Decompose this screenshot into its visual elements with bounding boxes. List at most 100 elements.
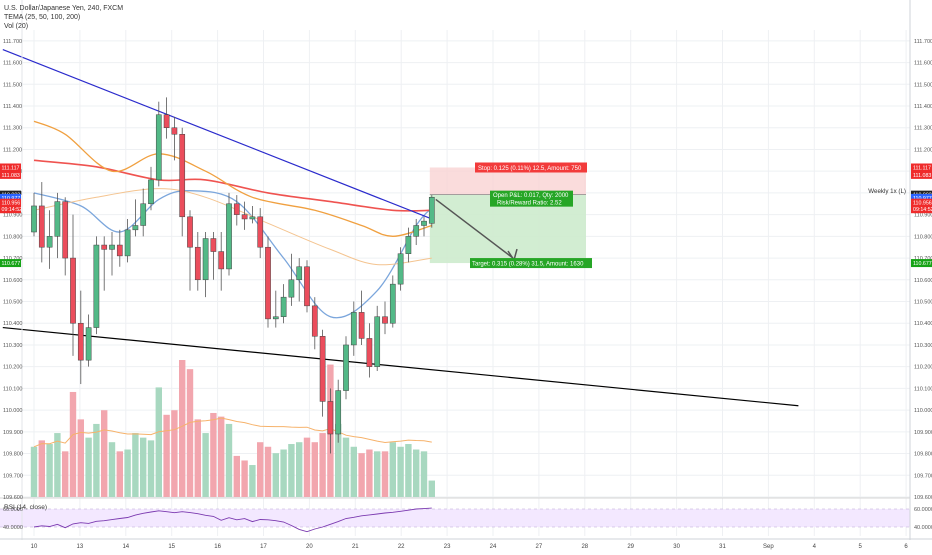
time-tick: 31 [719, 544, 726, 550]
left-price-tick: 111.200 [3, 147, 22, 153]
volume-bar [280, 449, 287, 497]
time-tick: 16 [214, 544, 221, 550]
price-tag-left-text: 09:14:52 [2, 207, 23, 213]
volume-bar [155, 387, 162, 497]
rsi-line [33, 507, 432, 533]
candle-body [389, 283, 396, 324]
time-tick: 4 [813, 544, 817, 550]
left-price-tick: 111.500 [3, 82, 22, 88]
right-price-tick: 110.100 [914, 386, 932, 392]
volume-bar [389, 442, 396, 497]
trendlines[interactable] [2, 48, 799, 407]
time-tick: 15 [168, 544, 175, 550]
candles[interactable] [31, 97, 435, 454]
volume-bar [46, 444, 53, 497]
candle-body [272, 316, 279, 320]
right-price-tick: 109.700 [914, 473, 932, 479]
indicator-tema-label: TEMA (25, 50, 100, 200) [4, 14, 81, 21]
candle-body [319, 336, 326, 402]
volume-bar [241, 460, 248, 497]
left-price-tick: 111.700 [3, 39, 22, 45]
left-price-tick: 110.100 [3, 386, 22, 392]
candle-body [31, 205, 37, 233]
volume-bar [54, 433, 61, 497]
volume-bar [85, 437, 92, 497]
candle-body [343, 344, 349, 391]
left-price-tick: 110.400 [3, 321, 22, 327]
candle-body [187, 216, 193, 248]
right-price-tick: 111.700 [914, 39, 932, 45]
indicator-vol-label: Vol (20) [4, 23, 29, 30]
right-price-tick: 110.300 [914, 343, 932, 349]
right-price-tick: 110.400 [914, 321, 932, 327]
volume-bar [124, 449, 131, 497]
candle-body [85, 327, 92, 361]
price-tag-left-text: 111.083 [2, 173, 20, 179]
left-price-tick: 111.300 [3, 126, 22, 132]
volume-bar [257, 442, 264, 497]
right-rsi-tick: 60.0000 [914, 507, 932, 513]
volume-bar [288, 444, 295, 497]
right-price-tick: 109.900 [914, 430, 932, 436]
price-tag-left [0, 193, 21, 202]
candle-body [327, 401, 334, 435]
candle-body [93, 244, 100, 328]
left-price-tick: 109.900 [3, 430, 23, 436]
candle-body [226, 203, 232, 270]
volume-bar [272, 453, 279, 497]
time-tick: 14 [122, 544, 129, 550]
candle-body [280, 296, 287, 317]
volume-ma-line [33, 417, 432, 448]
candle-body [241, 214, 248, 220]
candle-body [382, 316, 388, 324]
volume-bar [264, 446, 272, 497]
price-tag-left [0, 163, 21, 172]
candle-body [358, 312, 365, 339]
candle-body [350, 312, 357, 346]
candle-body [421, 220, 427, 226]
stop-label: Stop: 0.125 (0.11%) 12.5, Amount: 750 [478, 166, 582, 172]
chart-title: U.S. Dollar/Japanese Yen, 240, FXCM [4, 5, 124, 12]
volume-bar [30, 446, 38, 497]
volume-bar [335, 423, 342, 497]
volume-bar [140, 437, 147, 497]
position-tool[interactable] [429, 167, 586, 264]
candle-body [54, 201, 61, 237]
volume-bar [171, 410, 178, 497]
candle-body [210, 238, 217, 252]
projection-arrow [435, 198, 514, 259]
time-tick: 28 [581, 544, 588, 550]
open-pnl-label: Open P&L: 0.017, Qty: 2000 [493, 193, 569, 199]
price-tag-left-text: 110.956 [2, 201, 21, 207]
right-price-tick: 109.800 [914, 452, 932, 458]
candle-body [179, 134, 186, 218]
time-tick: 5 [859, 544, 863, 550]
volume-bar [163, 414, 170, 497]
volume-bar [249, 465, 256, 497]
candle-body [46, 236, 53, 248]
volume-bar [93, 423, 100, 497]
volume-bar [77, 419, 84, 497]
volume-bar [405, 444, 412, 497]
candle-body [148, 179, 154, 205]
right-price-tick: 110.200 [914, 365, 932, 371]
target-label-bg [470, 258, 592, 269]
left-price-tick: 109.600 [3, 495, 23, 501]
volume-bar [116, 451, 123, 497]
volume-bar [296, 442, 303, 497]
volume-bar [147, 440, 155, 497]
candle-body [62, 201, 69, 259]
price-tag-right-text: 110.677 [913, 261, 932, 267]
price-tag-right-text: 111.083 [913, 173, 931, 179]
volume-bar [132, 433, 139, 497]
rsi-band [0, 509, 910, 527]
candle-body [109, 244, 115, 250]
right-rsi-tick: 40.0000 [914, 525, 932, 531]
right-price-tick: 109.600 [914, 495, 932, 501]
left-price-tick: 110.200 [3, 365, 22, 371]
price-tag-left [0, 259, 21, 268]
volume-bar [428, 480, 435, 497]
